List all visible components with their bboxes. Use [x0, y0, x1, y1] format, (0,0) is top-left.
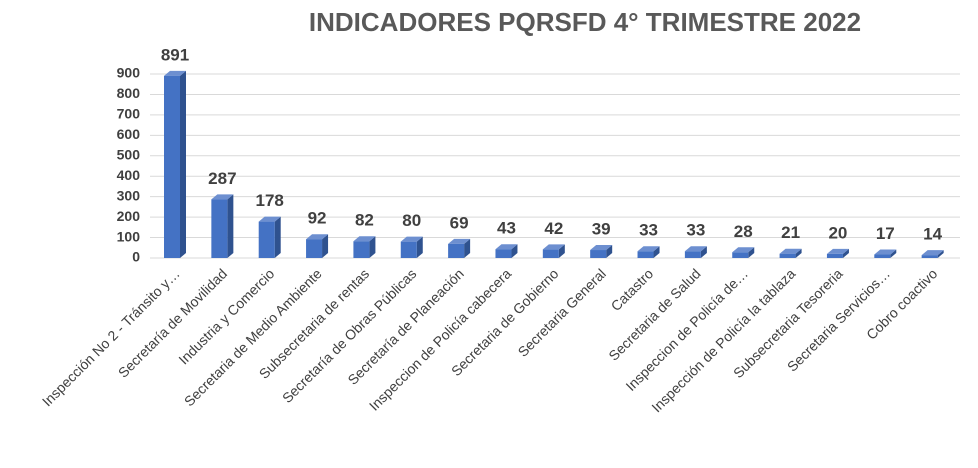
bar	[164, 75, 180, 258]
bar	[495, 249, 512, 258]
bar-side	[653, 246, 660, 258]
bar	[448, 243, 465, 258]
bar-top	[590, 245, 613, 251]
y-tick-label: 200	[117, 208, 141, 224]
bar-top	[637, 246, 660, 252]
value-label: 891	[161, 45, 189, 64]
bar	[637, 251, 654, 258]
x-tick-label: Catastro	[608, 265, 657, 314]
bar-side	[511, 244, 518, 258]
bar-side	[322, 234, 329, 258]
bar-side	[464, 238, 471, 258]
bar	[353, 241, 370, 258]
value-label: 69	[450, 213, 469, 232]
value-label: 28	[734, 222, 753, 241]
value-label: 21	[781, 223, 800, 242]
bar	[542, 249, 559, 258]
bar-top	[874, 249, 897, 255]
bar-side	[700, 246, 707, 258]
bar-side	[890, 249, 897, 258]
bar-top	[258, 216, 281, 222]
value-label: 82	[355, 211, 374, 230]
value-label: 42	[544, 219, 563, 238]
bar	[400, 241, 417, 258]
bar-top	[448, 238, 471, 244]
bar-top	[400, 236, 423, 242]
bar	[258, 221, 275, 258]
bar-top	[353, 236, 376, 242]
bar	[684, 251, 701, 258]
y-tick-label: 100	[117, 228, 141, 244]
bar-top	[921, 250, 944, 256]
bar-top	[779, 248, 802, 254]
bar-side	[180, 70, 186, 258]
y-tick-label: 900	[117, 65, 141, 81]
y-tick-label: 600	[117, 126, 141, 142]
bar	[921, 255, 938, 258]
bar-top	[495, 244, 518, 250]
bar-top	[306, 234, 329, 240]
bar	[211, 199, 228, 258]
bar	[779, 253, 796, 258]
bar-side	[227, 194, 234, 258]
value-label: 92	[308, 209, 327, 228]
bar-top	[542, 244, 565, 250]
bar-side	[558, 244, 565, 258]
y-tick-label: 400	[117, 167, 141, 183]
value-label: 20	[828, 223, 847, 242]
value-label: 43	[497, 219, 516, 238]
value-label: 80	[402, 211, 421, 230]
bar	[732, 252, 749, 258]
value-label: 33	[686, 221, 705, 240]
x-tick-label: Secretaria de Salud	[605, 265, 703, 363]
bar-side	[416, 236, 423, 258]
bar-top	[211, 194, 234, 200]
bar	[306, 239, 323, 258]
y-tick-label: 500	[117, 146, 141, 162]
bar-side	[274, 216, 281, 258]
bar-side	[795, 248, 802, 258]
y-tick-label: 300	[117, 187, 141, 203]
chart-title: INDICADORES PQRSFD 4° TRIMESTRE 2022	[309, 7, 861, 37]
value-label: 33	[639, 221, 658, 240]
bar-side	[369, 236, 376, 258]
bar	[590, 250, 607, 258]
bar-top	[732, 247, 755, 253]
y-tick-label: 800	[117, 85, 141, 101]
bar-side	[842, 248, 849, 258]
y-tick-label: 0	[132, 249, 140, 265]
bar-side	[748, 247, 755, 258]
bar-side	[937, 250, 944, 258]
value-label: 178	[256, 191, 284, 210]
value-label: 39	[592, 220, 611, 239]
y-tick-label: 700	[117, 106, 141, 122]
bar-top	[164, 70, 186, 76]
x-tick-label: Secretaria General	[515, 265, 609, 359]
value-label: 14	[923, 225, 942, 244]
value-label: 17	[876, 224, 895, 243]
bar-top	[684, 246, 707, 252]
bar	[874, 254, 891, 258]
value-label: 287	[208, 169, 236, 188]
bar-top	[826, 248, 849, 254]
bar	[826, 253, 843, 258]
bar-side	[606, 245, 613, 258]
